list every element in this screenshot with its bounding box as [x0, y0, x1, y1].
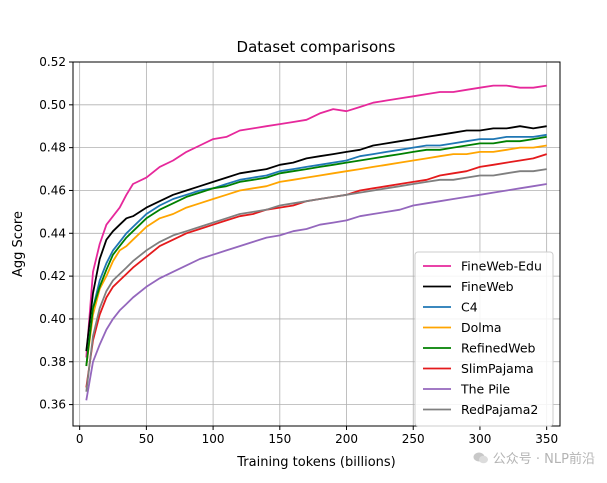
legend-box	[414, 251, 554, 427]
y-tick-label: 0.42	[39, 269, 66, 283]
watermark: 公众号 · NLP前沿	[473, 448, 595, 467]
y-tick-label: 0.38	[39, 355, 66, 369]
legend: FineWeb-Edu FineWeb C4 Dolma RefinedWeb SlimP…	[414, 251, 554, 427]
y-tick-label: 0.40	[39, 312, 66, 326]
x-tick-label: 200	[335, 432, 358, 446]
plot-frame	[72, 61, 561, 427]
legend-label: FineWeb-Edu	[461, 259, 542, 274]
series-line-fineweb-edu	[85, 84, 547, 358]
x-tick-label: 50	[139, 432, 154, 446]
y-tick-label: 0.52	[39, 55, 66, 69]
series-line-c4	[85, 133, 547, 367]
x-tick-label: 150	[268, 432, 291, 446]
x-axis-label: Training tokens (billions)	[236, 455, 396, 470]
y-tick-label: 0.36	[39, 398, 66, 412]
series-line-dolma	[85, 144, 547, 367]
x-tick-label: 0	[76, 432, 84, 446]
series-line-slimpajama	[85, 153, 547, 388]
series-line-redpajama2	[85, 168, 547, 392]
legend-label: SlimPajama	[461, 361, 534, 376]
wechat-icon	[473, 452, 488, 463]
legend-label: FineWeb	[461, 279, 514, 294]
legend-label: C4	[461, 300, 478, 315]
series-line-refinedweb	[85, 136, 547, 367]
chart-title: Dataset comparisons	[237, 38, 396, 56]
legend-label: RedPajama2	[461, 402, 538, 417]
legend-label: Dolma	[461, 320, 502, 335]
legend-label: The Pile	[460, 382, 510, 397]
watermark-text: 公众号 · NLP前沿	[492, 452, 595, 467]
y-tick-label: 0.48	[39, 141, 66, 155]
series-layer	[85, 84, 547, 401]
y-tick-label: 0.46	[39, 183, 66, 197]
y-tick-label: 0.50	[39, 98, 66, 112]
x-tick-label: 100	[202, 432, 225, 446]
x-tick-label: 250	[402, 432, 425, 446]
x-tick-label: 300	[468, 432, 491, 446]
axis-ticks: 0 50 100 150 200 250 300 350 0.36 0.38 0.40 0.42 0.4…	[39, 55, 558, 446]
y-tick-label: 0.44	[39, 226, 66, 240]
series-line-fineweb	[85, 125, 547, 352]
legend-label: RefinedWeb	[461, 341, 536, 356]
series-line-the-pile	[85, 183, 547, 401]
y-axis-label: Agg Score	[11, 211, 26, 277]
x-tick-label: 350	[535, 432, 558, 446]
